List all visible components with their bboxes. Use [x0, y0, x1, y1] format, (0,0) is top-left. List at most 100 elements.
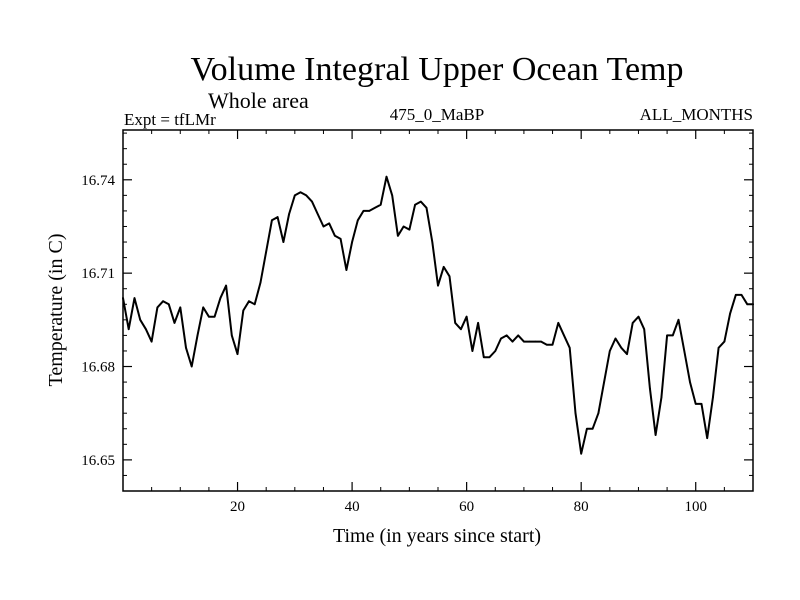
data-point: [379, 203, 382, 206]
data-point: [282, 241, 285, 243]
data-point: [597, 412, 600, 415]
data-point: [322, 225, 325, 228]
chart-title: Volume Integral Upper Ocean Temp: [191, 51, 684, 88]
data-point: [236, 353, 239, 355]
data-point: [311, 200, 313, 203]
x-axis-label: Time (in years since start): [333, 525, 541, 547]
data-point: [494, 350, 497, 352]
data-point: [351, 241, 353, 243]
data-point: [448, 275, 451, 278]
data-point: [723, 340, 726, 343]
data-point: [231, 334, 233, 337]
data-point: [248, 300, 250, 303]
data-point: [345, 269, 348, 271]
data-point: [735, 294, 737, 296]
data-point: [557, 322, 560, 324]
data-point: [666, 334, 668, 337]
data-point: [471, 350, 474, 352]
data-point: [122, 297, 124, 299]
x-tick-label: 60: [459, 499, 474, 515]
data-point: [168, 303, 170, 306]
data-point: [517, 334, 519, 337]
data-point: [591, 428, 594, 430]
x-tick-label: 20: [230, 499, 245, 515]
data-point: [271, 219, 273, 222]
data-point: [528, 340, 531, 343]
x-tick-label: 40: [345, 499, 360, 515]
data-point: [568, 347, 571, 349]
data-point: [729, 312, 731, 315]
data-point: [437, 284, 439, 287]
data-point: [460, 328, 462, 331]
data-point: [185, 347, 187, 349]
data-point: [712, 396, 714, 399]
chart-subtitle: Whole area: [208, 88, 309, 113]
data-point: [694, 403, 697, 405]
data-point: [242, 309, 245, 312]
data-point: [546, 343, 548, 346]
data-point: [408, 228, 411, 231]
y-tick-label: 16.71: [81, 266, 115, 282]
data-point: [127, 328, 130, 331]
data-point: [420, 200, 422, 203]
data-point: [139, 319, 141, 321]
data-point: [299, 191, 302, 193]
data-point: [357, 219, 359, 222]
data-point: [253, 303, 256, 306]
data-point: [534, 340, 537, 343]
data-point: [631, 322, 634, 324]
experiment-label: Expt = tfLMr: [124, 110, 216, 129]
data-point: [196, 334, 199, 337]
data-point: [505, 334, 508, 337]
y-tick-label: 16.74: [81, 173, 115, 189]
data-point: [414, 203, 416, 206]
data-point: [454, 322, 457, 324]
data-point: [397, 235, 399, 237]
data-point: [219, 297, 222, 299]
data-point: [208, 315, 210, 318]
data-point: [374, 207, 376, 209]
data-point: [488, 356, 491, 359]
data-point: [265, 250, 268, 253]
data-point: [133, 297, 136, 299]
data-point: [614, 337, 617, 340]
data-point: [145, 328, 147, 331]
data-point: [620, 347, 623, 349]
data-point: [328, 222, 331, 225]
data-point: [391, 194, 394, 197]
data-point: [362, 210, 365, 212]
data-point: [442, 266, 445, 268]
data-point: [213, 315, 216, 318]
data-point: [706, 437, 708, 439]
data-point: [717, 347, 720, 349]
data-point: [752, 303, 754, 306]
data-point: [483, 356, 485, 359]
data-point: [173, 322, 176, 324]
data-point: [305, 194, 308, 197]
data-point: [179, 306, 182, 309]
data-point: [683, 350, 686, 352]
data-point: [523, 340, 525, 343]
data-point: [500, 337, 502, 340]
data-point: [425, 207, 428, 209]
data-point: [563, 334, 565, 337]
data-point: [626, 353, 628, 355]
data-point: [700, 403, 703, 405]
data-point: [276, 216, 279, 218]
data-point: [643, 328, 645, 331]
x-tick-label: 80: [574, 499, 589, 515]
data-point: [551, 343, 554, 346]
data-point: [580, 452, 582, 455]
data-point: [603, 381, 605, 383]
data-point: [385, 175, 388, 178]
data-point: [334, 235, 336, 237]
run-label: 475_0_MaBP: [390, 105, 484, 124]
x-tick-label: 100: [684, 499, 707, 515]
y-tick-label: 16.68: [81, 360, 115, 376]
data-point: [190, 365, 193, 368]
data-point: [540, 340, 542, 343]
data-point: [477, 322, 479, 324]
data-point: [225, 284, 227, 287]
